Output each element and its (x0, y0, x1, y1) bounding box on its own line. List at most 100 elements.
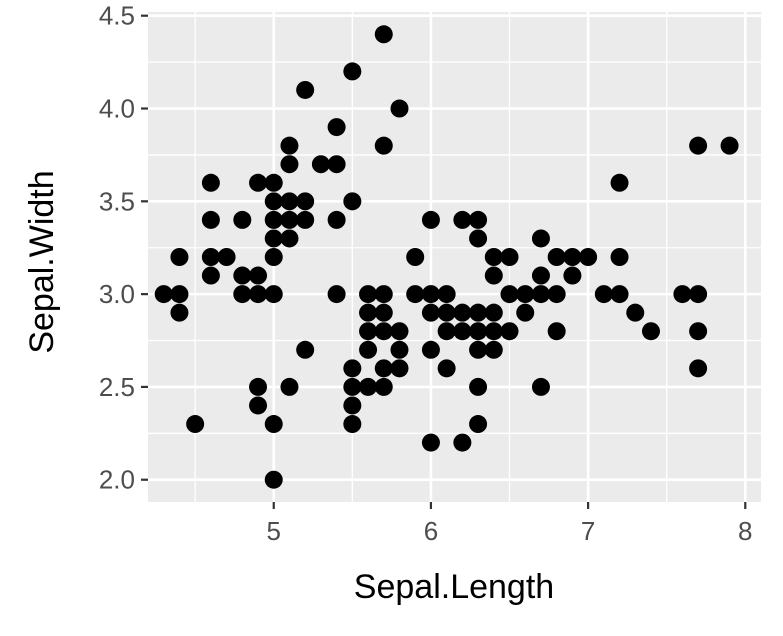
data-point (359, 303, 378, 322)
data-point (421, 303, 440, 322)
data-point (610, 285, 629, 304)
data-point (233, 285, 252, 304)
data-point (421, 285, 440, 304)
data-point (264, 248, 283, 266)
y-tick-label: 4.0 (99, 94, 135, 124)
data-point (689, 322, 708, 341)
data-point (563, 266, 582, 285)
data-point (249, 173, 268, 192)
data-point (327, 285, 346, 304)
data-point (374, 359, 393, 378)
data-point (469, 415, 488, 434)
data-point (689, 136, 708, 155)
data-point (406, 248, 425, 266)
data-point (374, 136, 393, 155)
data-point (720, 136, 739, 155)
data-point (343, 396, 362, 415)
data-point (547, 322, 566, 341)
data-point (390, 99, 409, 118)
data-point (374, 285, 393, 304)
data-point (264, 470, 283, 489)
data-point (233, 210, 252, 229)
data-point (531, 285, 550, 304)
data-point (264, 229, 283, 248)
data-point (359, 285, 378, 304)
data-point (437, 285, 456, 304)
data-point (343, 377, 362, 396)
data-point (154, 285, 173, 304)
data-point (374, 322, 393, 341)
data-point (186, 415, 205, 434)
data-point (516, 285, 535, 304)
x-tick-label: 7 (581, 516, 595, 546)
data-point (390, 340, 409, 359)
data-point (249, 396, 268, 415)
data-point (469, 210, 488, 229)
data-point (280, 210, 299, 229)
data-point (531, 229, 550, 248)
data-point (689, 285, 708, 304)
data-point (453, 210, 472, 229)
data-point (327, 210, 346, 229)
data-point (500, 248, 519, 266)
data-point (579, 248, 598, 266)
data-point (280, 377, 299, 396)
data-point (563, 248, 582, 266)
data-point (201, 266, 220, 285)
data-point (327, 155, 346, 174)
data-point (469, 322, 488, 341)
data-point (201, 173, 220, 192)
x-axis-title: Sepal.Length (354, 568, 554, 606)
y-tick-label: 2.0 (99, 465, 135, 495)
data-points (154, 25, 739, 489)
data-point (280, 155, 299, 174)
data-point (500, 285, 519, 304)
data-point (453, 322, 472, 341)
data-point (374, 25, 393, 44)
data-point (484, 340, 503, 359)
axes: 5 6 7 8 2.0 2.5 3.0 3.5 4.0 4.5 (99, 1, 753, 546)
data-point (437, 322, 456, 341)
data-point (359, 322, 378, 341)
data-point (296, 192, 315, 211)
data-point (610, 173, 629, 192)
data-point (469, 229, 488, 248)
data-point (343, 415, 362, 434)
y-axis-title: Sepal.Width (23, 170, 61, 353)
data-point (233, 266, 252, 285)
y-tick-label: 3.0 (99, 279, 135, 309)
data-point (296, 80, 315, 99)
data-point (264, 415, 283, 434)
data-point (296, 340, 315, 359)
data-point (689, 359, 708, 378)
data-point (437, 303, 456, 322)
data-point (170, 248, 189, 266)
data-point (594, 285, 613, 304)
grid-lines (148, 12, 761, 502)
data-point (626, 303, 645, 322)
data-point (280, 229, 299, 248)
data-point (421, 433, 440, 452)
data-point (610, 248, 629, 266)
data-point (343, 62, 362, 81)
data-point (469, 340, 488, 359)
data-point (264, 285, 283, 304)
data-point (484, 248, 503, 266)
data-point (453, 303, 472, 322)
y-tick-label: 3.5 (99, 186, 135, 216)
data-point (327, 118, 346, 137)
data-point (280, 136, 299, 155)
data-point (484, 266, 503, 285)
data-point (249, 266, 268, 285)
data-point (359, 377, 378, 396)
data-point (201, 248, 220, 266)
data-point (453, 433, 472, 452)
data-point (264, 210, 283, 229)
data-point (359, 340, 378, 359)
data-point (249, 377, 268, 396)
data-point (170, 285, 189, 304)
y-tick-label: 2.5 (99, 372, 135, 402)
data-point (280, 192, 299, 211)
